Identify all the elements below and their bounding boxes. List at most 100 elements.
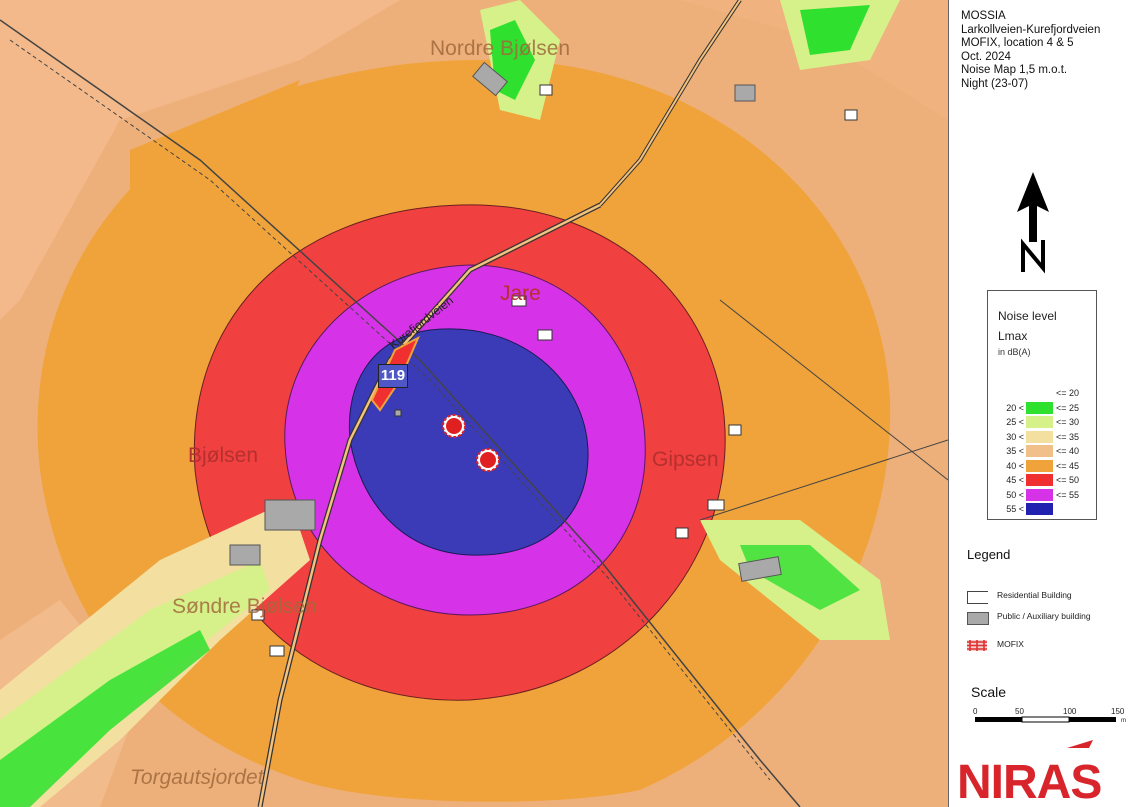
legend-row-upper: <= 50 bbox=[1056, 475, 1080, 485]
railway-line bbox=[9, 39, 771, 781]
legend-row-lower: 45 < bbox=[1006, 475, 1024, 485]
legend-row-upper: <= 35 bbox=[1056, 431, 1080, 442]
legend-row: 45 < <= 50 bbox=[988, 473, 1096, 487]
legend-row: 50 < <= 55 bbox=[988, 488, 1096, 502]
title-line: Night (23-07) bbox=[961, 77, 1029, 90]
legend-item-label: Public / Auxiliary building bbox=[997, 611, 1091, 621]
noise-zone-20-25 bbox=[0, 630, 210, 807]
road-kurefjordveien-fill bbox=[258, 203, 601, 807]
public-building bbox=[734, 84, 756, 102]
scale-tick-label: 50 bbox=[1015, 707, 1024, 716]
route-number-badge: 119 bbox=[378, 364, 408, 388]
legend-row: <= 20 bbox=[988, 386, 1096, 400]
legend-swatch bbox=[1026, 459, 1053, 472]
residential-building bbox=[728, 424, 742, 436]
legend-swatch bbox=[1026, 474, 1053, 486]
title-line: Larkollveien-Kurefjordveien bbox=[961, 23, 1101, 36]
road-east bbox=[699, 439, 948, 521]
title-line: MOSSIA bbox=[961, 10, 1006, 22]
road-east bbox=[719, 299, 948, 481]
legend-row-upper: <= 45 bbox=[1056, 460, 1080, 471]
residential-building bbox=[537, 329, 553, 341]
place-label-gipsen: Gipsen bbox=[652, 448, 719, 471]
title-line: MOFIX, location 4 & 5 bbox=[961, 37, 1074, 49]
legend-row: 20 < <= 25 bbox=[988, 401, 1096, 415]
noise-map-canvas bbox=[0, 0, 948, 807]
public-building bbox=[229, 544, 261, 566]
residential-building bbox=[511, 295, 527, 307]
noise-zone-40-45 bbox=[130, 80, 300, 260]
residential-building bbox=[844, 109, 858, 121]
legend-row-lower: 30 < bbox=[1006, 431, 1024, 442]
title-line: Noise Map 1,5 m.o.t. bbox=[961, 64, 1068, 76]
place-label-torgautsjordet: Torgautsjordet bbox=[130, 766, 264, 789]
legend-row-upper: <= 40 bbox=[1056, 446, 1080, 456]
public-building-icon bbox=[967, 612, 989, 625]
legend-item-label: MOFIX bbox=[997, 639, 1024, 649]
legend-row: 25 < <= 30 bbox=[988, 415, 1096, 429]
residential-building bbox=[539, 84, 553, 96]
railway-line bbox=[0, 19, 801, 807]
noise-map[interactable]: Nordre Bjølsen Bjølsen Gipsen Søndre Bjø… bbox=[0, 0, 948, 807]
legend-row-upper: <= 55 bbox=[1056, 489, 1080, 500]
terrain-patch bbox=[0, 0, 400, 320]
niras-logo: NIRAS bbox=[957, 740, 1102, 802]
residential-building bbox=[707, 499, 725, 511]
title-block: MOSSIA Larkollveien-Kurefjordveien MOFIX… bbox=[961, 10, 1100, 91]
public-building bbox=[264, 499, 316, 531]
legend-swatch bbox=[1026, 445, 1053, 457]
legend-row-upper: <= 20 bbox=[1056, 388, 1080, 398]
mofix-source-icon bbox=[476, 448, 500, 472]
road-north-fill bbox=[599, 0, 741, 206]
scale-tick-label: 0 bbox=[973, 707, 978, 716]
place-label-jare: Jare bbox=[500, 282, 541, 305]
map-side-panel: MOSSIA Larkollveien-Kurefjordveien MOFIX… bbox=[948, 0, 1139, 807]
legend-swatch bbox=[1026, 416, 1053, 428]
scale-title: Scale bbox=[971, 684, 1007, 700]
place-label-sondre-bjolsen: Søndre Bjølsen bbox=[172, 595, 317, 618]
legend-swatch bbox=[1026, 503, 1053, 515]
legend-row: 30 < <= 35 bbox=[988, 430, 1096, 444]
legend-row-upper: <= 25 bbox=[1056, 402, 1080, 413]
noise-zone-55-plus bbox=[348, 328, 589, 556]
legend-row-lower: 20 < bbox=[1006, 402, 1024, 413]
scale-unit: m bbox=[1121, 718, 1126, 724]
residential-building bbox=[675, 527, 689, 539]
legend-row-lower: 25 < bbox=[1006, 417, 1024, 427]
scale-tick-label: 150 bbox=[1111, 707, 1125, 716]
legend-row-lower: 50 < bbox=[1006, 489, 1024, 500]
title-line: Oct. 2024 bbox=[961, 50, 1011, 63]
legend-row-lower: 40 < bbox=[1006, 460, 1024, 471]
logo-text: NIRAS bbox=[957, 756, 1101, 802]
legend-row-lower: 55 < bbox=[1006, 504, 1024, 514]
scale-bar: 0 50 100 150 m bbox=[973, 707, 1126, 724]
legend-swatch bbox=[1026, 401, 1053, 414]
legend-row: 55 < bbox=[988, 502, 1096, 516]
public-building bbox=[472, 61, 508, 97]
place-label-bjolsen: Bjølsen bbox=[188, 444, 259, 467]
residential-building bbox=[269, 645, 285, 657]
north-arrow-icon bbox=[1017, 172, 1049, 274]
legend-row-upper: <= 30 bbox=[1056, 417, 1080, 427]
public-building bbox=[394, 409, 402, 417]
mofix-source-icon bbox=[442, 414, 466, 438]
legend-title: Noise level bbox=[998, 309, 1057, 323]
legend-item-label: Residential Building bbox=[997, 590, 1072, 600]
mofix-source-icon bbox=[967, 640, 987, 651]
scale-tick-label: 100 bbox=[1063, 707, 1077, 716]
legend-row: 40 < <= 45 bbox=[988, 459, 1096, 473]
noise-level-legend: Noise level Lmax in dB(A) <= 20 20 < <= 25… bbox=[987, 290, 1097, 520]
legend-unit: in dB(A) bbox=[998, 347, 1031, 357]
place-label-nordre-bjolsen: Nordre Bjølsen bbox=[430, 37, 571, 60]
public-building bbox=[738, 556, 782, 582]
legend-metric: Lmax bbox=[998, 329, 1028, 343]
legend-swatch bbox=[1026, 387, 1053, 399]
noise-zone-20-25 bbox=[800, 5, 870, 55]
legend-row: 35 < <= 40 bbox=[988, 444, 1096, 458]
residential-building-icon bbox=[967, 591, 988, 604]
legend-row-lower: 35 < bbox=[1006, 446, 1024, 456]
residential-building bbox=[251, 609, 265, 621]
legend-swatch bbox=[1026, 430, 1053, 443]
legend-title: Legend bbox=[967, 547, 1011, 562]
legend-swatch bbox=[1026, 488, 1053, 501]
